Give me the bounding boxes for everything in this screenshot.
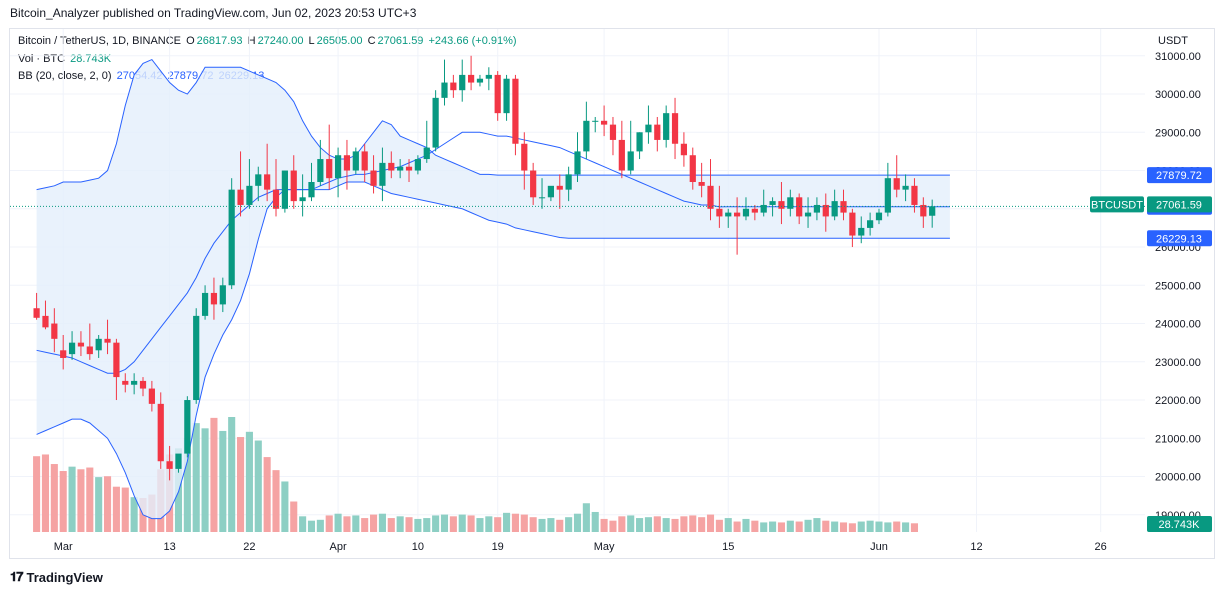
symbol-title[interactable]: Bitcoin / TetherUS, 1D, BINANCE — [18, 35, 182, 47]
publication-line: Bitcoin_Analyzer published on TradingVie… — [10, 6, 416, 20]
ohlc-low-label: L — [308, 35, 315, 47]
brand-name: TradingView — [26, 569, 103, 585]
ohlc-close-value: 27061.59 — [377, 35, 424, 47]
bb-basis-value: 27054.42 — [116, 70, 163, 82]
ohlc-high-label: H — [247, 35, 256, 47]
bb-upper-value: 27879.72 — [167, 70, 214, 82]
volume-value: 28.743K — [70, 53, 112, 65]
legend-bb-row[interactable]: BB (20, close, 2, 0) 27054.42 27879.72 2… — [18, 70, 266, 82]
ohlc-high-value: 27240.00 — [257, 35, 304, 47]
ohlc-close-label: C — [367, 35, 376, 47]
ohlc-open-label: O — [186, 35, 195, 47]
volume-label: Vol · BTC — [18, 53, 66, 65]
published-text: Bitcoin_Analyzer published on TradingVie… — [10, 6, 417, 20]
tradingview-footer[interactable]: 𝟏𝟕 TradingView — [10, 569, 103, 585]
legend-symbol-row: Bitcoin / TetherUS, 1D, BINANCE O 26817.9… — [18, 35, 519, 47]
legend-volume-row[interactable]: Vol · BTC 28.743K — [18, 53, 113, 65]
bb-label: BB (20, close, 2, 0) — [18, 70, 112, 82]
ohlc-change: +243.66 (+0.91%) — [428, 35, 517, 47]
chart-frame[interactable] — [9, 28, 1215, 559]
ohlc-open-value: 26817.93 — [196, 35, 243, 47]
tradingview-logo-icon: 𝟏𝟕 — [10, 569, 24, 584]
ohlc-low-value: 26505.00 — [316, 35, 363, 47]
bb-lower-value: 26229.13 — [218, 70, 265, 82]
